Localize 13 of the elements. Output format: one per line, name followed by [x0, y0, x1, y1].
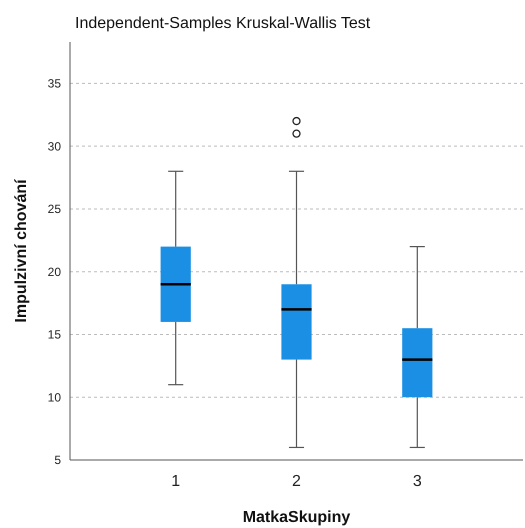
y-tick-label: 35 [48, 76, 62, 91]
y-axis-title: Impulzivní chování [13, 178, 30, 323]
x-tick-label: 1 [171, 473, 180, 490]
chart-title: Independent-Samples Kruskal-Wallis Test [75, 15, 371, 32]
y-tick-label: 15 [48, 328, 62, 342]
y-tick-label: 5 [54, 453, 62, 468]
x-tick-label: 2 [292, 473, 302, 490]
y-tick-label: 25 [48, 202, 62, 216]
y-tick-label: 30 [48, 139, 62, 154]
x-axis-title: MatkaSkupiny [242, 509, 350, 526]
y-tick-label: 20 [48, 264, 62, 279]
y-tick-label: 10 [48, 390, 62, 404]
x-tick-label: 3 [412, 473, 422, 490]
